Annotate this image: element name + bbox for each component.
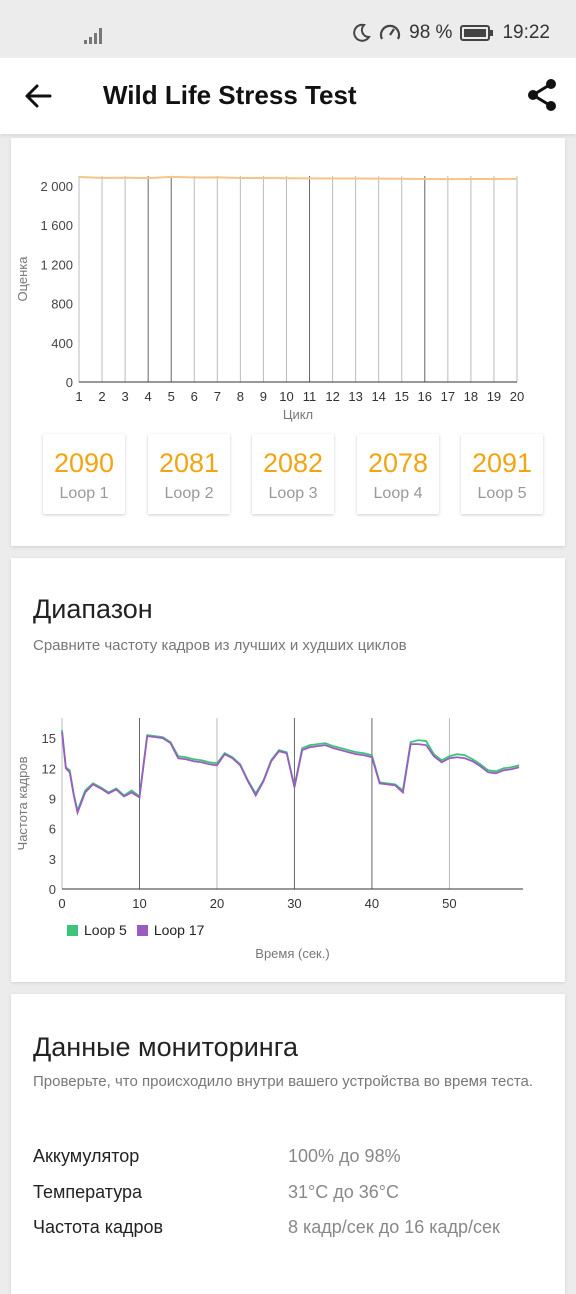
legend-swatch-loop17 (136, 924, 148, 936)
fps-line-loop17 (61, 731, 520, 816)
y-tick-label: 0 (49, 882, 56, 897)
x-tick-label: 1 (75, 389, 82, 404)
monitoring-value: 8 кадр/сек до 16 кадр/сек (288, 1217, 500, 1237)
x-tick-label: 13 (348, 389, 362, 404)
x-tick-label: 8 (237, 389, 244, 404)
monitoring-value: 100% до 98% (288, 1146, 401, 1166)
y-tick-label: 0 (66, 375, 73, 390)
loop-score-label: Loop 3 (268, 485, 318, 502)
x-tick-label: 11 (303, 389, 317, 404)
scores-card: 0 400 800 1 200 1 600 2 000 1 2 3 4 5 6 7 8 9 10 11 12 13 1… (11, 138, 565, 546)
y-tick-label: 6 (49, 822, 56, 837)
x-tick-label: 30 (287, 896, 301, 911)
status-bar: 98 % 19:22 (0, 0, 576, 58)
x-tick-label: 3 (121, 389, 128, 404)
app-bar: Wild Life Stress Test (0, 58, 576, 134)
y-tick-label: 9 (49, 791, 56, 806)
loop-score-tile[interactable]: 2091 Loop 5 (461, 434, 543, 514)
x-tick-label: 10 (279, 389, 293, 404)
y-tick-label: 1 200 (40, 257, 73, 272)
battery-icon (460, 25, 494, 41)
x-tick-label: 20 (510, 389, 524, 404)
fps-chart: 0 3 6 9 12 15 0 10 20 30 40 50 Время (сек.) Частота к… (15, 718, 523, 961)
y-tick-label: 2 000 (40, 179, 73, 194)
x-tick-label: 17 (441, 389, 455, 404)
x-tick-label: 5 (168, 389, 175, 404)
fps-legend: Loop 5 Loop 17 (67, 922, 204, 938)
x-tick-label: 9 (260, 389, 267, 404)
page-title: Wild Life Stress Test (103, 80, 357, 110)
x-tick-label: 6 (191, 389, 198, 404)
range-title: Диапазон (33, 594, 153, 624)
x-axis-label: Время (сек.) (255, 946, 329, 961)
legend-item-loop17[interactable]: Loop 17 (136, 922, 205, 938)
loop-score-label: Loop 2 (164, 485, 214, 502)
arrow-left-icon[interactable] (22, 80, 54, 112)
loop-score-tile[interactable]: 2078 Loop 4 (357, 434, 439, 514)
range-card: Диапазон Сравните частоту кадров из лучш… (11, 558, 565, 982)
y-tick-label: 12 (42, 761, 56, 776)
loop-score-value: 2081 (158, 448, 220, 478)
x-tick-label: 4 (145, 389, 152, 404)
x-tick-label: 0 (58, 896, 65, 911)
loop-score-tile[interactable]: 2081 Loop 2 (148, 434, 230, 514)
y-tick-label: 800 (51, 297, 73, 312)
y-tick-label: 1 600 (40, 218, 73, 233)
signal-icon (84, 28, 102, 44)
y-axis-label: Оценка (15, 256, 30, 302)
battery-percent: 98 % (409, 22, 453, 43)
x-tick-label: 16 (418, 389, 432, 404)
monitoring-label: Температура (33, 1182, 143, 1202)
monitoring-title: Данные мониторинга (33, 1032, 298, 1062)
status-right: 98 % 19:22 (351, 22, 550, 44)
share-icon[interactable] (526, 78, 558, 112)
loop-score-tile[interactable]: 2090 Loop 1 (43, 434, 125, 514)
monitoring-value: 31°C до 36°C (288, 1182, 399, 1202)
x-axis-label: Цикл (283, 407, 313, 422)
loop-score-value: 2078 (367, 448, 429, 478)
legend-item-loop5[interactable]: Loop 5 (67, 922, 127, 938)
loop-score-value: 2090 (53, 448, 115, 478)
y-tick-label: 400 (51, 336, 73, 351)
y-tick-label: 3 (49, 852, 56, 867)
x-tick-label: 15 (395, 389, 409, 404)
y-axis-label: Частота кадров (15, 756, 30, 850)
fps-line-loop5 (61, 729, 520, 814)
x-tick-label: 20 (210, 896, 224, 911)
x-tick-label: 2 (98, 389, 105, 404)
monitoring-subtitle: Проверьте, что происходило внутри вашего… (33, 1073, 534, 1090)
monitoring-label: Аккумулятор (33, 1146, 140, 1166)
x-tick-label: 7 (214, 389, 221, 404)
clock: 19:22 (502, 22, 550, 43)
x-tick-label: 18 (464, 389, 478, 404)
loop-score-value: 2082 (262, 448, 324, 478)
x-tick-label: 50 (442, 896, 456, 911)
x-tick-label: 12 (325, 389, 339, 404)
x-tick-label: 10 (132, 896, 146, 911)
legend-label-loop17: Loop 17 (153, 922, 205, 938)
loop-score-tile[interactable]: 2082 Loop 3 (252, 434, 334, 514)
x-tick-label: 40 (365, 896, 379, 911)
y-tick-label: 15 (42, 731, 56, 746)
x-tick-label: 14 (371, 389, 385, 404)
loop-score-value: 2091 (471, 448, 533, 478)
loop-score-label: Loop 5 (477, 485, 527, 502)
loop-score-label: Loop 1 (59, 485, 109, 502)
legend-label-loop5: Loop 5 (84, 922, 127, 938)
loop-score-label: Loop 4 (373, 485, 423, 502)
monitoring-card: Данные мониторинга Проверьте, что происх… (11, 994, 565, 1294)
speedometer-icon (380, 24, 401, 40)
score-line (78, 175, 518, 181)
monitoring-label: Частота кадров (33, 1217, 164, 1237)
x-tick-label: 19 (487, 389, 501, 404)
moon-icon (353, 23, 371, 42)
range-subtitle: Сравните частоту кадров из лучших и худш… (33, 637, 407, 654)
legend-swatch-loop5 (67, 924, 78, 936)
